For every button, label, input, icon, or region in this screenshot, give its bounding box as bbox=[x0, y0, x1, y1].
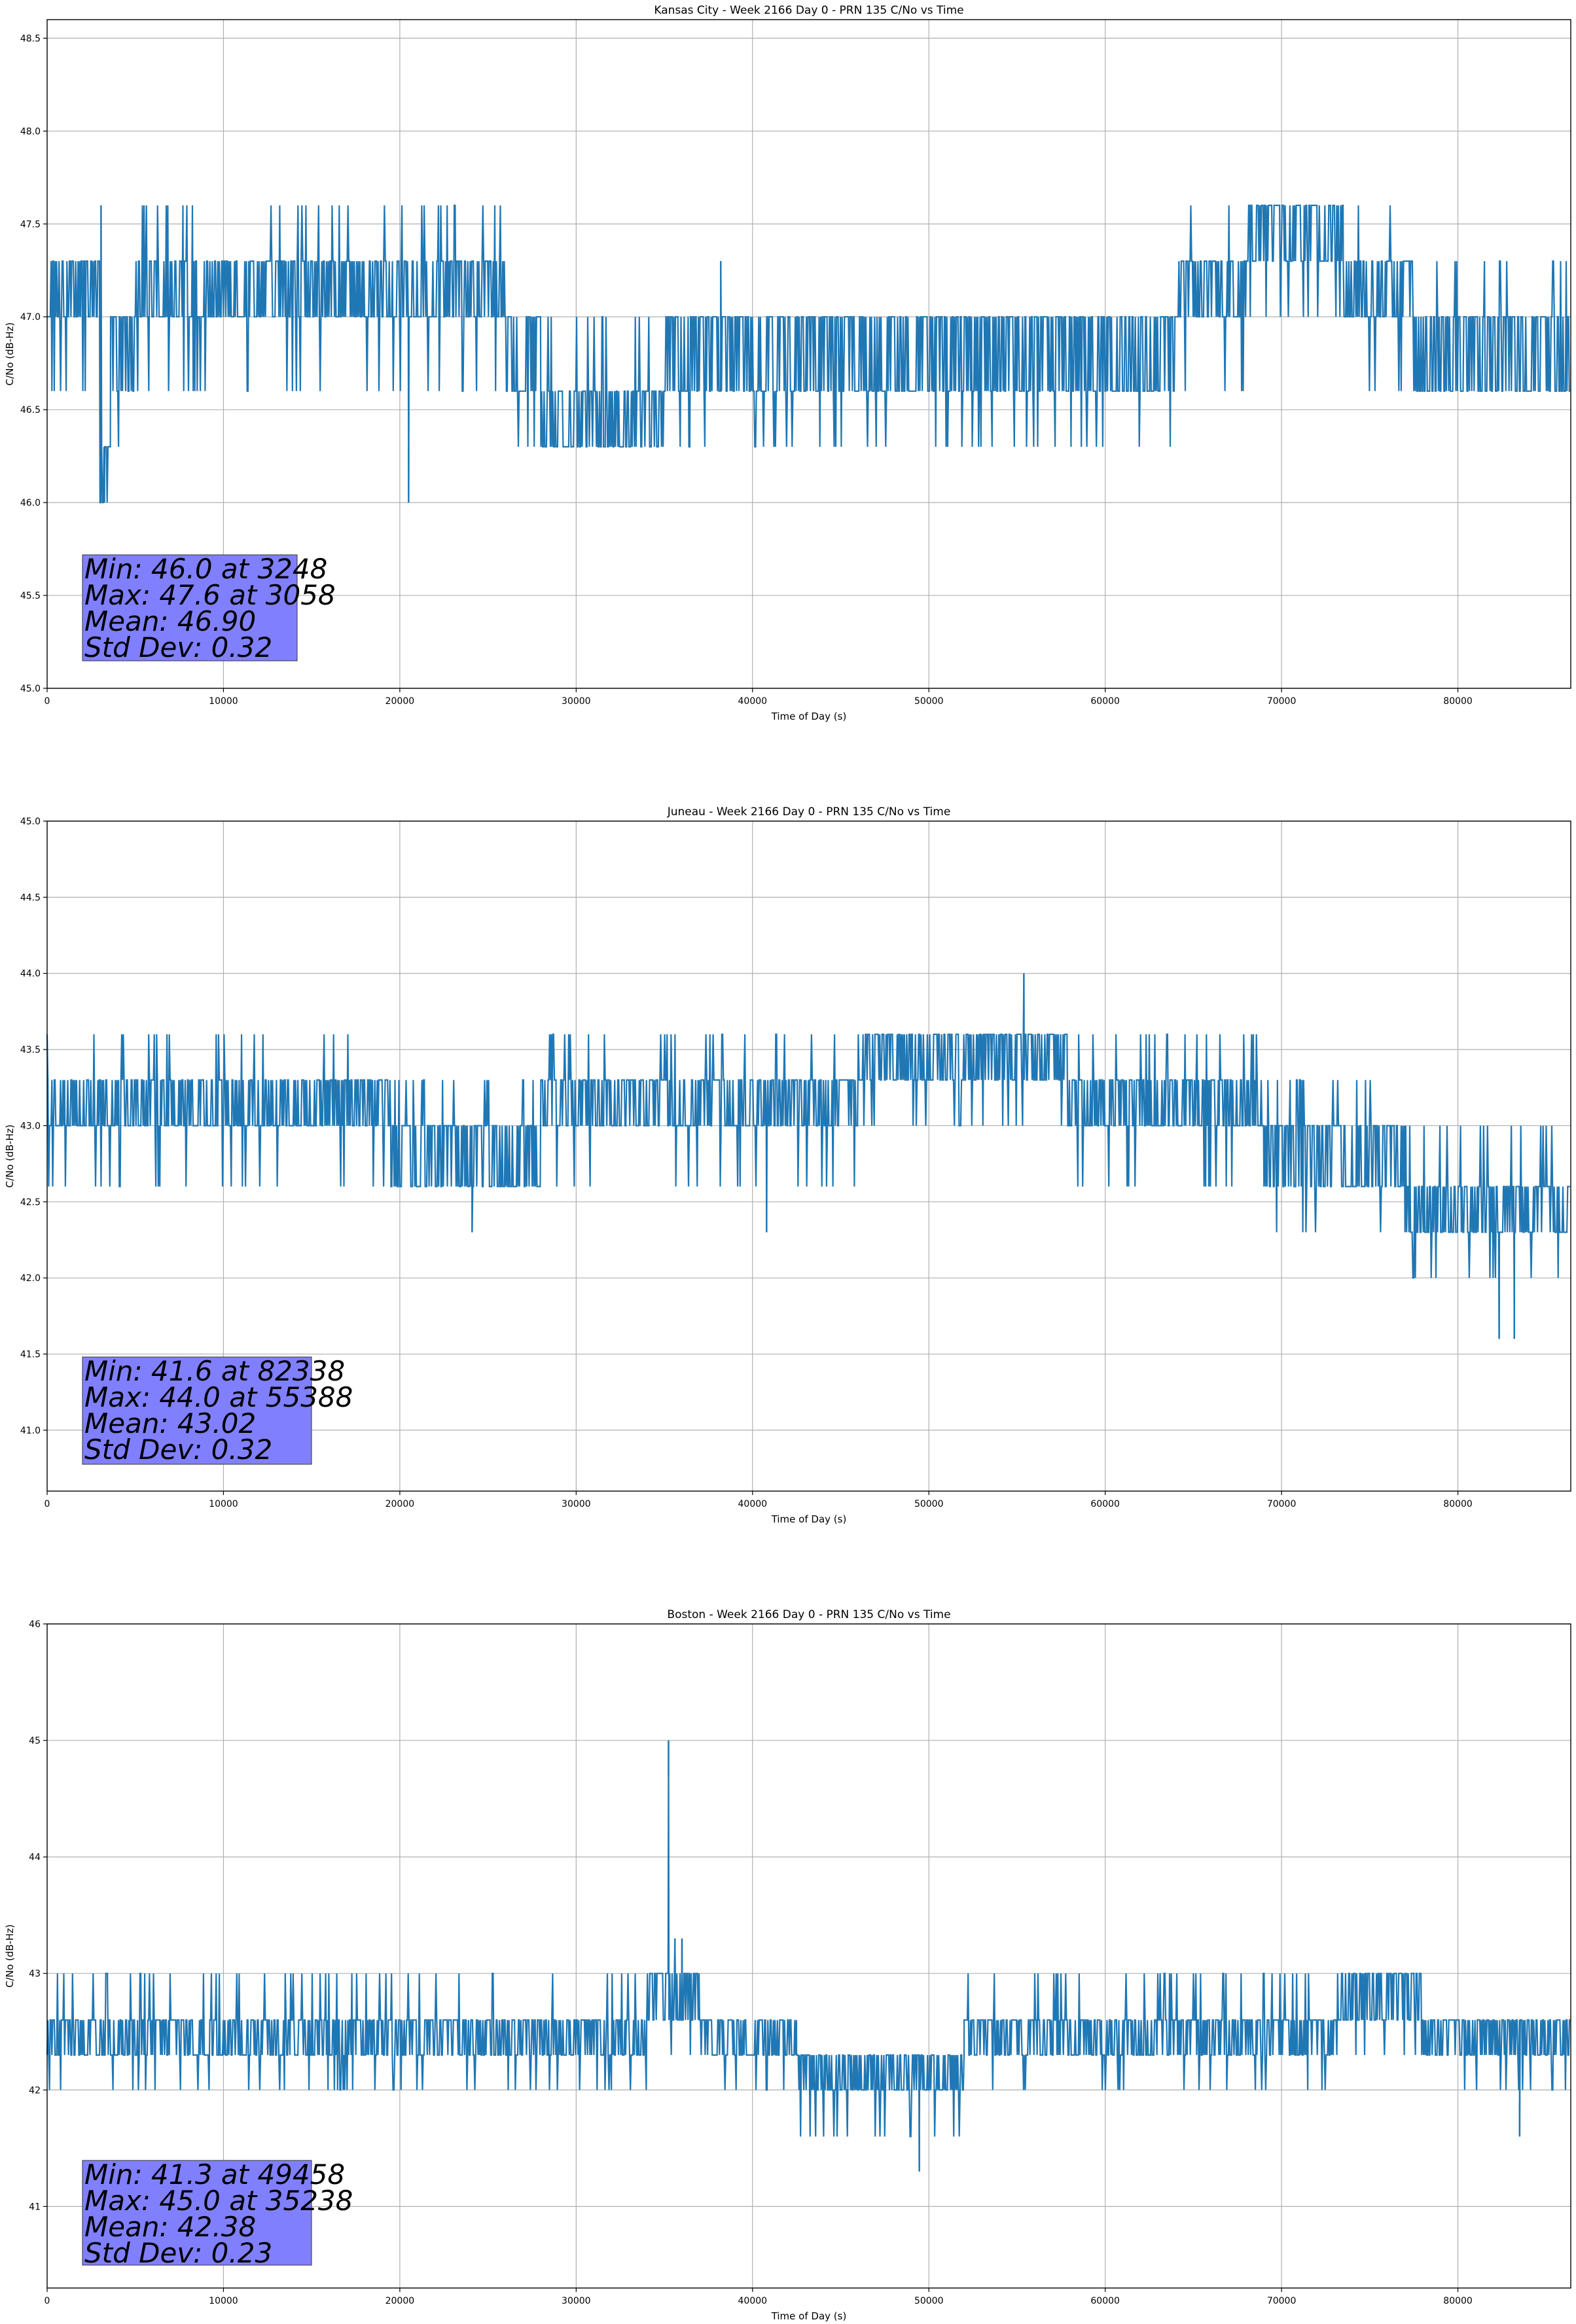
stats-line: Std Dev: 0.23 bbox=[84, 2237, 272, 2269]
y-tick-label: 43.0 bbox=[20, 1121, 41, 1131]
x-tick-label: 80000 bbox=[1443, 696, 1473, 707]
x-tick-label: 20000 bbox=[385, 2296, 415, 2306]
chart-title: Juneau - Week 2166 Day 0 - PRN 135 C/No … bbox=[667, 805, 951, 819]
y-axis-label: C/No (dB-Hz) bbox=[4, 323, 16, 386]
kansas-city-chart: Kansas City - Week 2166 Day 0 - PRN 135 … bbox=[0, 0, 1576, 759]
juneau-chart: Juneau - Week 2166 Day 0 - PRN 135 C/No … bbox=[0, 800, 1576, 1525]
x-tick-label: 50000 bbox=[914, 2296, 944, 2306]
x-tick-label: 60000 bbox=[1090, 696, 1120, 707]
y-tick-label: 45.5 bbox=[20, 591, 41, 601]
y-tick-label: 41 bbox=[29, 2202, 41, 2212]
chart-title: Boston - Week 2166 Day 0 - PRN 135 C/No … bbox=[667, 1608, 950, 1621]
plot-frame bbox=[46, 1623, 1571, 2289]
x-tick-label: 60000 bbox=[1090, 2296, 1120, 2306]
x-tick-label: 10000 bbox=[209, 1499, 238, 1509]
x-tick-label: 40000 bbox=[738, 696, 768, 707]
x-tick-label: 40000 bbox=[738, 2296, 768, 2306]
y-tick-label: 42 bbox=[29, 2085, 41, 2096]
y-tick-label: 47.0 bbox=[20, 312, 41, 323]
plot-frame bbox=[46, 19, 1571, 689]
y-tick-label: 46 bbox=[29, 1619, 41, 1630]
y-tick-label: 42.5 bbox=[20, 1197, 41, 1208]
plot-frame bbox=[46, 820, 1571, 1492]
chart-svg: Juneau - Week 2166 Day 0 - PRN 135 C/No … bbox=[4, 805, 1571, 1525]
y-tick-label: 44 bbox=[29, 1852, 41, 1863]
y-tick-label: 43.5 bbox=[20, 1045, 41, 1055]
cno-series-line bbox=[46, 973, 1570, 1339]
x-axis-label: Time of Day (s) bbox=[771, 1513, 847, 1524]
y-tick-label: 45 bbox=[29, 1736, 41, 1746]
x-tick-label: 10000 bbox=[209, 696, 238, 707]
cno-series-line bbox=[46, 1740, 1571, 2172]
chart-svg: Kansas City - Week 2166 Day 0 - PRN 135 … bbox=[4, 4, 1571, 722]
boston-chart: Boston - Week 2166 Day 0 - PRN 135 C/No … bbox=[0, 1599, 1576, 2322]
y-tick-label: 44.5 bbox=[20, 892, 41, 903]
x-tick-label: 30000 bbox=[562, 1499, 591, 1509]
x-axis-label: Time of Day (s) bbox=[771, 711, 847, 722]
chart-svg: Boston - Week 2166 Day 0 - PRN 135 C/No … bbox=[4, 1608, 1571, 2322]
y-tick-label: 44.0 bbox=[20, 969, 41, 979]
stats-line: Mean: 46.90 bbox=[84, 605, 256, 637]
stats-line: Mean: 43.02 bbox=[84, 1407, 256, 1439]
x-tick-label: 0 bbox=[45, 2296, 50, 2306]
chart-title: Kansas City - Week 2166 Day 0 - PRN 135 … bbox=[654, 4, 963, 17]
x-tick-label: 20000 bbox=[385, 1499, 415, 1509]
y-tick-label: 48.0 bbox=[20, 126, 41, 137]
y-tick-label: 47.5 bbox=[20, 219, 41, 230]
x-axis-label: Time of Day (s) bbox=[771, 2310, 847, 2321]
y-tick-label: 43 bbox=[29, 1969, 41, 1979]
x-tick-label: 30000 bbox=[562, 2296, 591, 2306]
y-tick-label: 41.5 bbox=[20, 1350, 41, 1360]
stats-line: Std Dev: 0.32 bbox=[84, 1434, 272, 1466]
stats-box bbox=[82, 1356, 312, 1465]
y-tick-label: 42.0 bbox=[20, 1273, 41, 1284]
x-tick-label: 0 bbox=[45, 1499, 50, 1509]
stats-line: Min: 41.3 at 49458 bbox=[84, 2158, 345, 2191]
stats-line: Max: 45.0 at 35238 bbox=[84, 2185, 353, 2217]
x-tick-label: 60000 bbox=[1090, 1499, 1120, 1509]
x-tick-label: 70000 bbox=[1267, 696, 1297, 707]
stats-line: Max: 47.6 at 3058 bbox=[84, 579, 336, 611]
x-tick-label: 50000 bbox=[914, 1499, 944, 1509]
x-tick-label: 50000 bbox=[914, 696, 944, 707]
x-tick-label: 80000 bbox=[1443, 2296, 1473, 2306]
x-tick-label: 0 bbox=[45, 696, 50, 707]
x-tick-label: 80000 bbox=[1443, 1499, 1473, 1509]
cno-series-line bbox=[47, 204, 1571, 504]
y-axis-label: C/No (dB-Hz) bbox=[4, 1125, 16, 1188]
y-tick-label: 45.0 bbox=[20, 817, 41, 827]
y-tick-label: 41.0 bbox=[20, 1426, 41, 1436]
stats-line: Mean: 42.38 bbox=[84, 2211, 256, 2243]
y-tick-label: 46.5 bbox=[20, 405, 41, 415]
stats-line: Max: 44.0 at 55388 bbox=[84, 1381, 353, 1413]
stats-box bbox=[82, 554, 298, 661]
y-tick-label: 46.0 bbox=[20, 498, 41, 508]
stats-line: Std Dev: 0.32 bbox=[84, 631, 272, 663]
x-tick-label: 70000 bbox=[1267, 2296, 1297, 2306]
y-axis-label: C/No (dB-Hz) bbox=[4, 1924, 16, 1988]
x-tick-label: 40000 bbox=[738, 1499, 768, 1509]
stats-line: Min: 46.0 at 3248 bbox=[84, 553, 327, 585]
y-tick-label: 45.0 bbox=[20, 684, 41, 694]
x-tick-label: 10000 bbox=[209, 2296, 238, 2306]
stats-box bbox=[82, 2160, 312, 2266]
x-tick-label: 30000 bbox=[562, 696, 591, 707]
stats-line: Min: 41.6 at 82338 bbox=[84, 1355, 345, 1387]
x-tick-label: 70000 bbox=[1267, 1499, 1297, 1509]
x-tick-label: 20000 bbox=[385, 696, 415, 707]
y-tick-label: 48.5 bbox=[20, 33, 41, 44]
